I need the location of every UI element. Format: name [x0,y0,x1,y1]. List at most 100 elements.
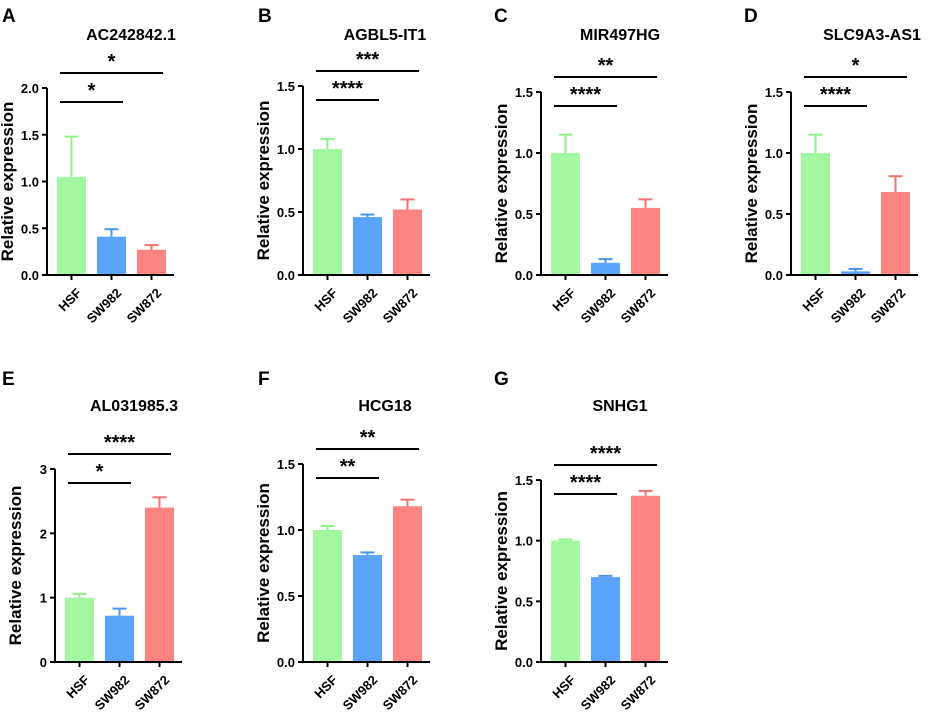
y-tick-label: 1.0 [515,146,533,161]
y-tick-label: 0.5 [515,594,533,609]
y-tick-label: 1.5 [515,85,533,100]
y-tick-label: 0.5 [277,205,295,220]
chart-title: AL031985.3 [90,398,178,415]
y-tick-label: 0.0 [515,655,533,670]
y-axis-label: Relative expression [742,104,761,264]
bar-sw982 [353,555,382,662]
x-tick-label: SW982 [578,672,619,713]
x-tick-label: HSF [549,285,578,314]
bar-sw982 [841,271,870,275]
bar-hsf [551,540,580,662]
x-tick-label: SW982 [828,285,869,326]
panel-letter: C [494,6,508,27]
chart-title: SLC9A3-AS1 [823,27,921,44]
significance-label: *** [356,49,380,71]
bar-hsf [313,530,342,662]
bar-hsf [801,153,830,275]
chart-title: AC242842.1 [86,27,176,44]
x-tick-label: SW872 [124,285,165,326]
y-tick-label: 1.0 [277,142,295,157]
x-tick-label: SW872 [618,285,659,326]
bar-sw982 [353,217,382,275]
y-tick-label: 0.5 [277,589,295,604]
bar-sw982 [105,615,134,662]
y-tick-label: 1.0 [277,523,295,538]
significance-label: **** [104,432,135,454]
y-tick-label: 0.0 [277,655,295,670]
y-axis-label: Relative expression [254,101,273,261]
chart-title: HCG18 [358,398,411,415]
y-tick-label: 2.0 [21,81,39,96]
bar-sw982 [591,262,620,275]
panel-letter: G [494,369,509,390]
panel-f: F HCG18 Relative expression 0.0 0.5 1.0 1.5 HSF… [254,369,430,713]
significance-label: **** [332,78,363,100]
x-tick-label: SW982 [92,672,133,713]
y-tick-label: 0.0 [515,268,533,283]
x-tick-label: SW982 [340,285,381,326]
significance-label: **** [820,84,851,106]
bar-sw872 [881,192,910,275]
x-tick-label: HSF [549,672,578,701]
significance-label: ** [340,456,356,478]
panel-letter: B [258,6,272,27]
significance-label: * [108,51,116,73]
x-tick-label: SW872 [132,672,173,713]
y-tick-label: 0.0 [21,268,39,283]
y-tick-label: 3 [40,462,47,477]
significance-label: **** [590,443,621,465]
x-tick-label: SW872 [380,672,421,713]
y-tick-label: 0 [40,655,47,670]
x-tick-label: SW872 [618,672,659,713]
y-tick-label: 1.0 [21,175,39,190]
bar-hsf [65,597,94,662]
y-tick-label: 1.5 [765,85,783,100]
x-tick-label: HSF [311,285,340,314]
panel-d: D SLC9A3-AS1 Relative expression 0.0 0.5 1.0 1… [742,6,921,326]
panel-b: B AGBL5-IT1 Relative expression 0.0 0.5 1.0 1.… [254,6,430,326]
x-tick-label: SW872 [380,285,421,326]
significance-label: **** [570,84,601,106]
y-tick-label: 0.0 [277,268,295,283]
x-tick-label: SW872 [868,285,909,326]
panel-letter: E [2,369,15,390]
y-axis-label: Relative expression [0,102,17,262]
bar-sw872 [137,249,166,275]
panel-c: C MIR497HG Relative expression 0.0 0.5 1.0 1.5… [492,6,668,326]
bar-hsf [551,153,580,275]
panel-g: G SNHG1 Relative expression 0.0 0.5 1.0 1.5 HSF… [492,369,668,713]
bar-sw872 [145,507,174,662]
y-axis-label: Relative expression [492,491,511,651]
chart-title: SNHG1 [592,398,647,415]
y-tick-label: 2 [40,526,47,541]
x-tick-label: HSF [63,672,92,701]
bar-sw872 [631,495,660,662]
y-tick-label: 1.0 [515,534,533,549]
y-tick-label: 1.5 [515,473,533,488]
x-tick-label: HSF [55,285,84,314]
y-tick-label: 1 [40,591,47,606]
x-tick-label: HSF [799,285,828,314]
significance-label: * [852,55,860,77]
x-tick-label: SW982 [340,672,381,713]
y-tick-label: 0.0 [765,268,783,283]
y-tick-label: 0.5 [515,207,533,222]
panel-e: E AL031985.3 Relative expression 0 1 2 3 HSF SW9… [2,369,182,713]
x-tick-label: SW982 [84,285,125,326]
panel-a: A AC242842.1 Relative expression 0.0 0.5 1.0 1… [0,6,176,326]
bar-sw872 [393,209,422,275]
y-axis-label: Relative expression [492,104,511,264]
significance-label: * [88,80,96,102]
significance-label: **** [570,472,601,494]
y-tick-label: 1.5 [21,128,39,143]
y-tick-label: 0.5 [21,221,39,236]
y-tick-label: 1.0 [765,146,783,161]
panel-letter: D [744,6,758,27]
chart-title: AGBL5-IT1 [344,27,427,44]
x-tick-label: SW982 [578,285,619,326]
y-tick-label: 1.5 [277,79,295,94]
bar-sw982 [591,577,620,662]
y-axis-label: Relative expression [6,486,25,646]
significance-label: ** [360,427,376,449]
